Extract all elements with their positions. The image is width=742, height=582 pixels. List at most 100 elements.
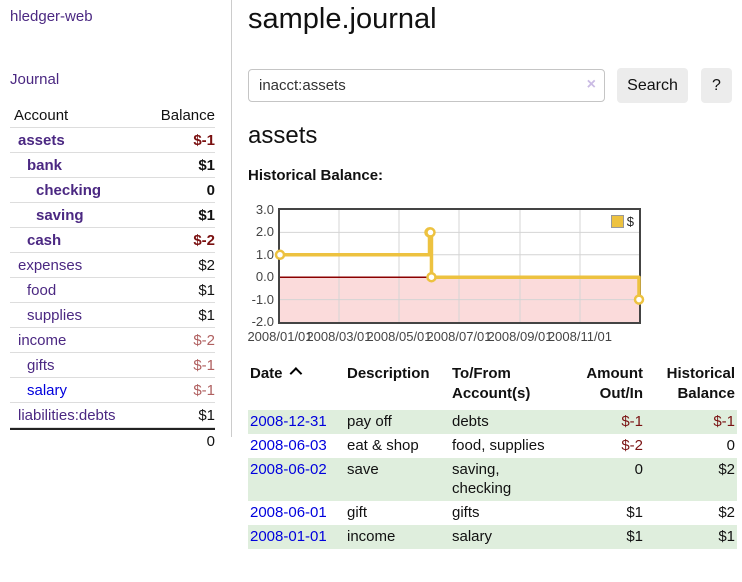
transaction-date-cell: 2008-01-01	[248, 525, 345, 549]
register-header-row: Date Description To/From Account(s) Amou…	[248, 362, 737, 410]
transaction-date-cell: 2008-12-31	[248, 410, 345, 434]
account-page-title: assets	[248, 122, 318, 149]
transaction-date-link[interactable]: 2008-01-01	[250, 528, 327, 545]
account-balance: $1	[198, 156, 215, 174]
transaction-date-cell: 2008-06-02	[248, 458, 345, 501]
transaction-accounts-cell: debts	[450, 410, 583, 434]
transaction-accounts-cell: gifts	[452, 504, 480, 521]
account-link[interactable]: saving	[36, 206, 84, 224]
chart-legend: $	[608, 213, 636, 230]
x-axis-tick-label: 2008/01/01	[247, 329, 313, 344]
register-row: 2008-01-01 income salary $1 $1	[248, 525, 737, 549]
account-row: cash $-2	[10, 228, 215, 253]
transaction-balance-cell: $-1	[645, 410, 737, 434]
help-button[interactable]: ?	[701, 68, 732, 103]
transaction-date-link[interactable]: 2008-06-03	[250, 437, 327, 454]
transaction-description-cell: eat & shop	[347, 437, 419, 454]
account-link[interactable]: salary	[27, 381, 68, 399]
transaction-amount-cell: $-1	[583, 410, 645, 434]
transaction-date-link[interactable]: 2008-12-31	[250, 413, 327, 430]
transaction-description-cell: pay off	[345, 410, 450, 434]
transaction-accounts-cell: food, supplies	[452, 437, 545, 454]
account-link[interactable]: gifts	[27, 356, 55, 374]
app-title-link[interactable]: hledger-web	[10, 8, 93, 25]
y-axis-tick-label: -1.0	[251, 291, 274, 307]
account-link[interactable]: expenses	[18, 256, 83, 274]
account-link[interactable]: checking	[36, 181, 102, 199]
total-balance: 0	[206, 432, 215, 450]
account-row: salary $-1	[10, 378, 215, 403]
main-content: sample.journal × Search ? assets Histori…	[247, 0, 738, 582]
account-row: gifts $-1	[10, 353, 215, 378]
chart-svg	[274, 210, 645, 322]
y-axis-tick-label: 2.0	[255, 224, 274, 240]
account-row: checking 0	[10, 178, 215, 203]
account-balance: $-2	[193, 331, 215, 349]
transaction-amount-cell: $-2	[621, 437, 643, 454]
transaction-date-cell: 2008-06-03	[248, 434, 345, 458]
transaction-amount-cell: 0	[583, 458, 645, 501]
account-link[interactable]: bank	[27, 156, 63, 174]
account-link[interactable]: cash	[27, 231, 62, 249]
page-title: sample.journal	[248, 3, 437, 35]
date-column-header[interactable]: Date	[248, 362, 345, 410]
account-link[interactable]: food	[27, 281, 57, 299]
y-axis-tick-label: 1.0	[255, 246, 274, 262]
register-table: Date Description To/From Account(s) Amou…	[248, 362, 737, 549]
account-rows: assets $-1 bank $1 checking 0 saving $1 cash $-2 e…	[10, 128, 215, 428]
account-row: saving $1	[10, 203, 215, 228]
transaction-date-cell: 2008-06-01	[248, 501, 345, 525]
account-link[interactable]: supplies	[27, 306, 83, 324]
transaction-balance-cell: 0	[726, 437, 735, 454]
register-row: 2008-06-02 save saving, checking 0 $2	[248, 458, 737, 501]
balance-column-header: Balance	[160, 106, 215, 124]
transaction-balance-cell: $1	[645, 525, 737, 549]
account-link[interactable]: liabilities:debts	[18, 406, 116, 424]
x-axis-tick-label: 2008/07/01	[426, 329, 492, 344]
search-input[interactable]	[248, 69, 605, 102]
transaction-balance-cell: $2	[718, 504, 735, 521]
account-row: liabilities:debts $1	[10, 403, 215, 428]
account-row: expenses $2	[10, 253, 215, 278]
accounts-table: Account Balance assets $-1 bank $1 checking 0…	[10, 103, 215, 452]
x-axis-tick-label: 2008/11/01	[547, 329, 613, 344]
account-balance: 0	[206, 181, 215, 199]
accounts-table-header: Account Balance	[10, 103, 215, 128]
search-button[interactable]: Search	[617, 68, 688, 103]
sidebar: hledger-web Journal Account Balance asse…	[0, 0, 232, 450]
sidebar-item-journal[interactable]: Journal	[10, 71, 60, 88]
chart-plot-area[interactable]: $	[274, 208, 645, 324]
account-balance: $-2	[193, 231, 215, 249]
account-row: assets $-1	[10, 128, 215, 153]
y-axis-tick-label: 0.0	[255, 269, 274, 285]
balance-column-header-register: Historical Balance	[666, 365, 735, 402]
account-link[interactable]: income	[18, 331, 67, 349]
account-balance: $1	[198, 281, 215, 299]
transaction-description-cell: gift	[347, 504, 368, 521]
transaction-amount-cell: $1	[583, 525, 645, 549]
transaction-accounts-cell: saving, checking	[450, 458, 583, 501]
register-row: 2008-12-31 pay off debts $-1 $-1	[248, 410, 737, 434]
date-header-label: Date	[250, 365, 283, 382]
description-column-header: Description	[347, 365, 430, 382]
account-balance: $-1	[193, 381, 215, 399]
account-balance: $-1	[193, 131, 215, 149]
transaction-amount-cell: $1	[626, 504, 643, 521]
account-link[interactable]: assets	[18, 131, 65, 149]
transaction-description-cell: income	[345, 525, 450, 549]
account-row: bank $1	[10, 153, 215, 178]
transaction-date-link[interactable]: 2008-06-01	[250, 504, 327, 521]
legend-swatch-icon	[610, 215, 624, 228]
account-balance: $-1	[193, 356, 215, 374]
x-axis-tick-label: 2008/05/01	[366, 329, 432, 344]
clear-search-icon[interactable]: ×	[586, 76, 596, 93]
account-balance: $1	[198, 306, 215, 324]
account-balance: $1	[198, 406, 215, 424]
transaction-description-cell: save	[345, 458, 450, 501]
transaction-accounts-cell: salary	[450, 525, 583, 549]
y-axis-tick-label: -2.0	[251, 314, 274, 329]
account-balance: $1	[198, 206, 215, 224]
transaction-date-link[interactable]: 2008-06-02	[250, 461, 327, 478]
transaction-balance-cell: $2	[645, 458, 737, 501]
legend-label: $	[626, 214, 634, 229]
